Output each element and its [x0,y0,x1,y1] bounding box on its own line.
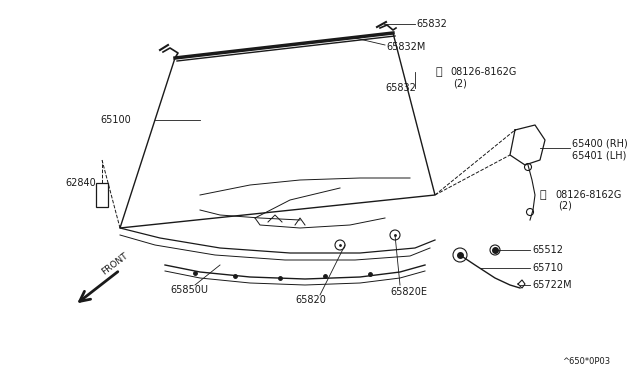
Text: 65820: 65820 [295,295,326,305]
Text: ^650*0P03: ^650*0P03 [562,357,610,366]
Text: 65401 (LH): 65401 (LH) [572,150,627,160]
Text: 08126-8162G: 08126-8162G [450,67,516,77]
Text: 65400 (RH): 65400 (RH) [572,138,628,148]
Text: 65512: 65512 [532,245,563,255]
Text: (2): (2) [558,201,572,211]
Text: 65832M: 65832M [386,42,426,52]
Text: 62840: 62840 [65,178,96,188]
Text: 65722M: 65722M [532,280,572,290]
Text: 65850U: 65850U [170,285,208,295]
Bar [96,183,108,207]
Text: Ⓢ: Ⓢ [435,67,442,77]
Text: 65710: 65710 [532,263,563,273]
Text: 65832: 65832 [416,19,447,29]
Text: FRONT: FRONT [100,251,130,277]
Text: 65100: 65100 [100,115,131,125]
Text: Ⓢ: Ⓢ [540,190,547,200]
Text: 65820E: 65820E [390,287,427,297]
Text: 08126-8162G: 08126-8162G [555,190,621,200]
Text: (2): (2) [453,78,467,88]
Text: 65832: 65832 [385,83,416,93]
